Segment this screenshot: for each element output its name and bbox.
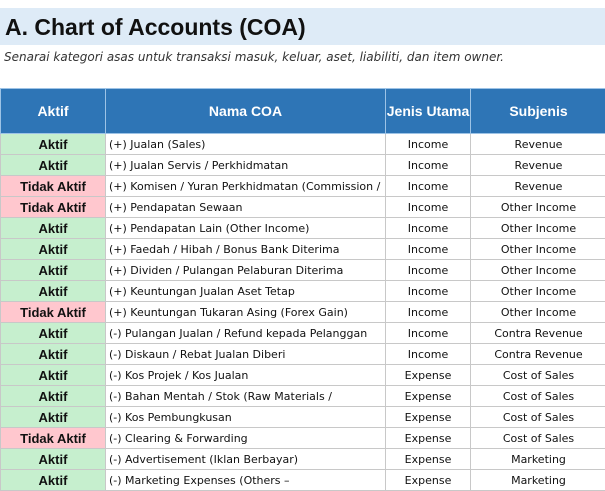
cell: Revenue: [471, 134, 605, 155]
cell: (-) Kos Pembungkusan: [106, 407, 386, 428]
cell: (+) Pendapatan Sewaan: [106, 197, 386, 218]
table-row: Aktif(-) Marketing Expenses (Others –Exp…: [1, 470, 605, 491]
column-header: Jenis Utama: [386, 89, 471, 134]
cell: Cost of Sales: [471, 386, 605, 407]
status-cell: Aktif: [1, 281, 106, 302]
column-header: Aktif: [1, 89, 106, 134]
column-header: Nama COA: [106, 89, 386, 134]
status-cell: Aktif: [1, 449, 106, 470]
cell: (+) Keuntungan Jualan Aset Tetap: [106, 281, 386, 302]
table-row: Aktif(+) Faedah / Hibah / Bonus Bank Dit…: [1, 239, 605, 260]
status-cell: Tidak Aktif: [1, 302, 106, 323]
cell: Other Income: [471, 197, 605, 218]
status-cell: Aktif: [1, 218, 106, 239]
table-row: Aktif(+) Pendapatan Lain (Other Income)I…: [1, 218, 605, 239]
cell: Income: [386, 344, 471, 365]
cell: Cost of Sales: [471, 365, 605, 386]
cell: Other Income: [471, 302, 605, 323]
cell: Other Income: [471, 239, 605, 260]
cell: (+) Komisen / Yuran Perkhidmatan (Commis…: [106, 176, 386, 197]
cell: (+) Dividen / Pulangan Pelaburan Diterim…: [106, 260, 386, 281]
cell: Other Income: [471, 218, 605, 239]
status-cell: Aktif: [1, 470, 106, 491]
cell: Income: [386, 218, 471, 239]
cell: Revenue: [471, 155, 605, 176]
cell: (+) Jualan (Sales): [106, 134, 386, 155]
cell: Expense: [386, 365, 471, 386]
cell: Income: [386, 239, 471, 260]
table-row: Tidak Aktif(+) Keuntungan Tukaran Asing …: [1, 302, 605, 323]
status-cell: Aktif: [1, 344, 106, 365]
status-cell: Aktif: [1, 260, 106, 281]
cell: (-) Marketing Expenses (Others –: [106, 470, 386, 491]
cell: Income: [386, 134, 471, 155]
table-row: Aktif(-) Bahan Mentah / Stok (Raw Materi…: [1, 386, 605, 407]
status-cell: Aktif: [1, 239, 106, 260]
cell: Income: [386, 281, 471, 302]
subtitle: Senarai kategori asas untuk transaksi ma…: [4, 50, 504, 64]
cell: Cost of Sales: [471, 407, 605, 428]
cell: Income: [386, 260, 471, 281]
cell: Income: [386, 302, 471, 323]
cell: Revenue: [471, 176, 605, 197]
cell: Expense: [386, 470, 471, 491]
cell: Expense: [386, 407, 471, 428]
cell: (+) Pendapatan Lain (Other Income): [106, 218, 386, 239]
cell: Expense: [386, 386, 471, 407]
cell: Income: [386, 197, 471, 218]
status-cell: Tidak Aktif: [1, 176, 106, 197]
cell: Other Income: [471, 281, 605, 302]
cell: Income: [386, 155, 471, 176]
cell: Contra Revenue: [471, 344, 605, 365]
table-row: Tidak Aktif(+) Komisen / Yuran Perkhidma…: [1, 176, 605, 197]
cell: (+) Jualan Servis / Perkhidmatan: [106, 155, 386, 176]
status-cell: Aktif: [1, 365, 106, 386]
cell: (-) Pulangan Jualan / Refund kepada Pela…: [106, 323, 386, 344]
column-header: Subjenis: [471, 89, 605, 134]
status-cell: Aktif: [1, 407, 106, 428]
cell: (-) Clearing & Forwarding: [106, 428, 386, 449]
cell: Contra Revenue: [471, 323, 605, 344]
cell: (+) Faedah / Hibah / Bonus Bank Diterima: [106, 239, 386, 260]
table-row: Aktif(-) Advertisement (Iklan Berbayar)E…: [1, 449, 605, 470]
status-cell: Tidak Aktif: [1, 428, 106, 449]
cell: (-) Advertisement (Iklan Berbayar): [106, 449, 386, 470]
table-row: Aktif(+) Dividen / Pulangan Pelaburan Di…: [1, 260, 605, 281]
status-cell: Aktif: [1, 386, 106, 407]
cell: Income: [386, 323, 471, 344]
cell: Other Income: [471, 260, 605, 281]
cell: Income: [386, 176, 471, 197]
cell: (-) Diskaun / Rebat Jualan Diberi: [106, 344, 386, 365]
status-cell: Tidak Aktif: [1, 197, 106, 218]
cell: (-) Kos Projek / Kos Jualan: [106, 365, 386, 386]
table-row: Aktif(-) Pulangan Jualan / Refund kepada…: [1, 323, 605, 344]
status-cell: Aktif: [1, 134, 106, 155]
title: A. Chart of Accounts (COA): [0, 8, 605, 45]
cell: (+) Keuntungan Tukaran Asing (Forex Gain…: [106, 302, 386, 323]
cell: (-) Bahan Mentah / Stok (Raw Materials /: [106, 386, 386, 407]
cell: Expense: [386, 449, 471, 470]
page: A. Chart of Accounts (COA) Senarai kateg…: [0, 0, 605, 479]
status-cell: Aktif: [1, 323, 106, 344]
status-cell: Aktif: [1, 155, 106, 176]
cell: Marketing: [471, 470, 605, 491]
cell: Cost of Sales: [471, 428, 605, 449]
cell: Expense: [386, 428, 471, 449]
cell: Marketing: [471, 449, 605, 470]
